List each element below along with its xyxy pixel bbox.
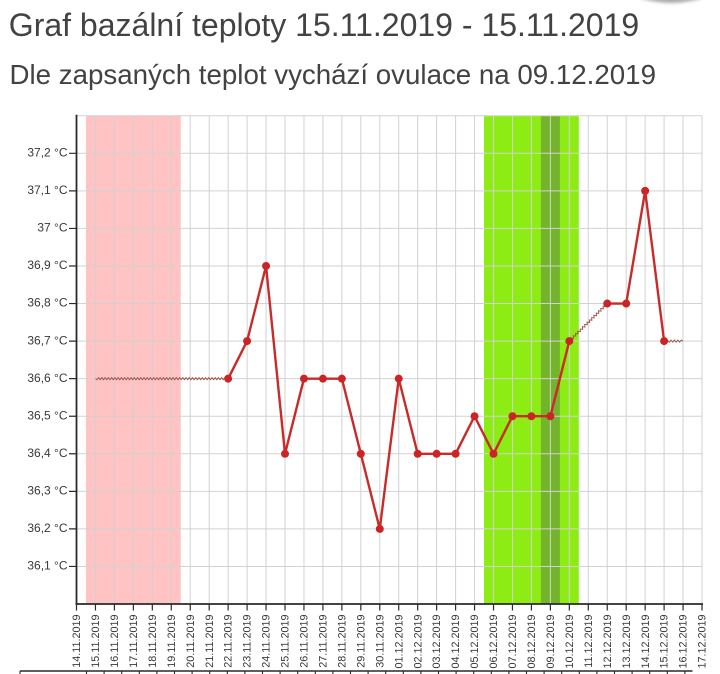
svg-text:14.11.2019: 14.11.2019 <box>71 615 83 668</box>
svg-text:36,5 °C: 36,5 °C <box>27 408 67 422</box>
svg-text:26.11.2019: 26.11.2019 <box>299 615 311 668</box>
svg-text:36,9 °C: 36,9 °C <box>27 258 67 272</box>
svg-text:24.11.2019: 24.11.2019 <box>261 615 273 668</box>
svg-text:21.11.2019: 21.11.2019 <box>204 615 216 668</box>
svg-text:36,3 °C: 36,3 °C <box>27 484 67 498</box>
svg-text:22.11.2019: 22.11.2019 <box>223 615 235 668</box>
svg-text:14.12.2019: 14.12.2019 <box>640 615 652 669</box>
svg-text:02.12.2019: 02.12.2019 <box>412 615 424 669</box>
svg-text:29.11.2019: 29.11.2019 <box>355 615 367 668</box>
svg-text:36,8 °C: 36,8 °C <box>27 296 67 310</box>
svg-text:08.12.2019: 08.12.2019 <box>526 615 538 669</box>
svg-text:25.11.2019: 25.11.2019 <box>280 615 292 668</box>
svg-text:07.12.2019: 07.12.2019 <box>507 615 519 669</box>
svg-text:20.11.2019: 20.11.2019 <box>185 615 197 668</box>
svg-text:17.12.2019: 17.12.2019 <box>697 615 709 669</box>
svg-text:04.12.2019: 04.12.2019 <box>450 615 462 669</box>
svg-text:19.11.2019: 19.11.2019 <box>166 615 178 668</box>
svg-text:06.12.2019: 06.12.2019 <box>488 615 500 669</box>
svg-text:16.11.2019: 16.11.2019 <box>109 615 121 668</box>
svg-text:28.11.2019: 28.11.2019 <box>336 615 348 668</box>
svg-text:12.12.2019: 12.12.2019 <box>602 615 614 669</box>
svg-text:17.11.2019: 17.11.2019 <box>128 615 140 668</box>
svg-text:37 °C: 37 °C <box>37 221 67 235</box>
svg-text:36,7 °C: 36,7 °C <box>27 333 67 347</box>
svg-text:37,1 °C: 37,1 °C <box>27 183 67 197</box>
svg-text:36,4 °C: 36,4 °C <box>27 446 67 460</box>
svg-text:30.11.2019: 30.11.2019 <box>374 615 386 668</box>
svg-text:03.12.2019: 03.12.2019 <box>431 615 443 669</box>
svg-text:05.12.2019: 05.12.2019 <box>469 615 481 669</box>
svg-text:36,6 °C: 36,6 °C <box>27 371 67 385</box>
svg-text:36,2 °C: 36,2 °C <box>27 521 67 535</box>
svg-text:36,1 °C: 36,1 °C <box>27 559 67 573</box>
svg-text:15.12.2019: 15.12.2019 <box>659 615 671 669</box>
svg-text:27.11.2019: 27.11.2019 <box>318 615 330 668</box>
svg-text:15.11.2019: 15.11.2019 <box>90 615 102 668</box>
svg-text:18.11.2019: 18.11.2019 <box>147 615 159 668</box>
svg-text:09.12.2019: 09.12.2019 <box>545 615 557 669</box>
svg-text:11.12.2019: 11.12.2019 <box>583 615 595 668</box>
svg-text:01.12.2019: 01.12.2019 <box>393 615 405 669</box>
svg-text:23.11.2019: 23.11.2019 <box>242 615 254 668</box>
svg-text:37,2 °C: 37,2 °C <box>27 146 67 160</box>
svg-text:16.12.2019: 16.12.2019 <box>678 615 690 669</box>
svg-text:13.12.2019: 13.12.2019 <box>621 615 633 669</box>
svg-text:10.12.2019: 10.12.2019 <box>564 615 576 669</box>
